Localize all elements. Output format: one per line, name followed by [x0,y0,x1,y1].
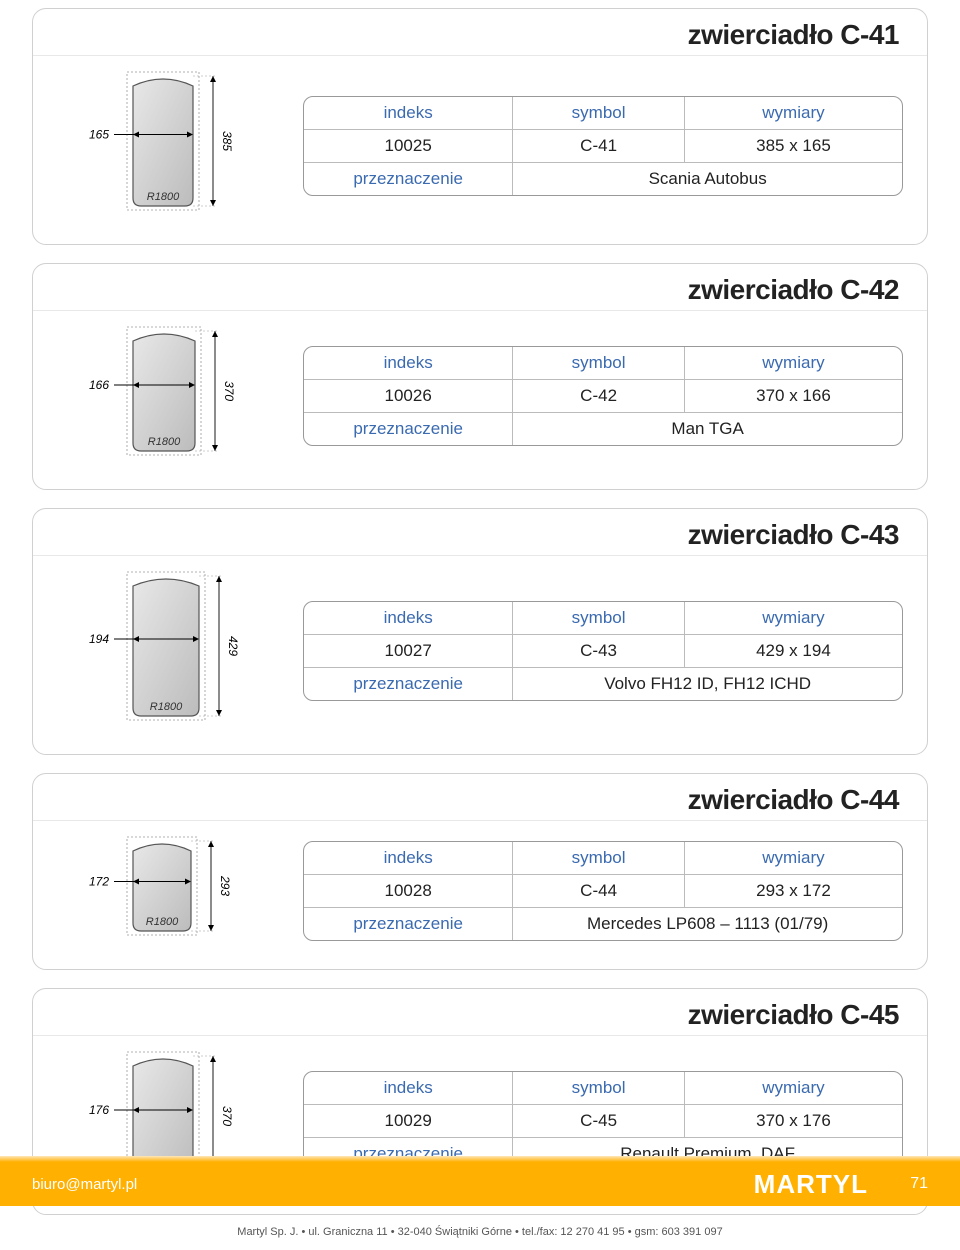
col-symbol: symbol [513,602,685,635]
cell-wymiary: 293 x 172 [685,875,902,908]
col-indeks: indeks [304,347,513,380]
diagram-column: 172 293 R1800 [33,831,303,951]
card-title: zwierciadło C-42 [33,264,927,311]
purpose-label: przeznaczenie [304,413,513,445]
table-data-row: 10027 C-43 429 x 194 [304,635,902,668]
cell-wymiary: 385 x 165 [685,130,902,163]
table-purpose-row: przeznaczenie Scania Autobus [304,163,902,195]
footer-address: Martyl Sp. J. • ul. Graniczna 11 • 32-04… [0,1226,960,1238]
purpose-value: Scania Autobus [513,163,902,195]
spec-table: indeks symbol wymiary 10028 C-44 293 x 1… [303,841,903,941]
table-data-row: 10025 C-41 385 x 165 [304,130,902,163]
cell-symbol: C-45 [513,1105,685,1138]
svg-text:166: 166 [89,378,109,392]
cell-symbol: C-44 [513,875,685,908]
svg-text:370: 370 [220,1106,234,1126]
svg-text:194: 194 [89,632,109,646]
svg-text:429: 429 [226,636,240,656]
diagram-column: 194 429 R1800 [33,566,303,736]
svg-text:R1800: R1800 [148,436,181,448]
col-symbol: symbol [513,347,685,380]
table-purpose-row: przeznaczenie Mercedes LP608 – 1113 (01/… [304,908,902,940]
table-header-row: indeks symbol wymiary [304,1072,902,1105]
cell-indeks: 10027 [304,635,513,668]
product-card: zwierciadło C-41 165 385 R1800 [32,8,928,245]
svg-text:R1800: R1800 [146,916,179,928]
product-card: zwierciadło C-44 172 293 R1800 [32,773,928,970]
cell-symbol: C-42 [513,380,685,413]
table-header-row: indeks symbol wymiary [304,602,902,635]
col-wymiary: wymiary [685,97,902,130]
table-header-row: indeks symbol wymiary [304,347,902,380]
col-wymiary: wymiary [685,1072,902,1105]
svg-text:176: 176 [89,1103,109,1117]
col-symbol: symbol [513,1072,685,1105]
svg-text:R1800: R1800 [147,191,180,203]
card-title: zwierciadło C-43 [33,509,927,556]
col-indeks: indeks [304,97,513,130]
mirror-diagram: 194 429 R1800 [78,566,258,736]
table-purpose-row: przeznaczenie Volvo FH12 ID, FH12 ICHD [304,668,902,700]
svg-text:293: 293 [218,875,232,896]
col-indeks: indeks [304,1072,513,1105]
col-symbol: symbol [513,842,685,875]
cell-wymiary: 429 x 194 [685,635,902,668]
footer-band: biuro@martyl.pl MARTYL 71 [0,1162,960,1206]
purpose-value: Man TGA [513,413,902,445]
diagram-column: 165 385 R1800 [33,66,303,226]
table-data-row: 10028 C-44 293 x 172 [304,875,902,908]
cell-wymiary: 370 x 166 [685,380,902,413]
svg-text:172: 172 [89,875,109,889]
table-column: indeks symbol wymiary 10027 C-43 429 x 1… [303,601,927,701]
purpose-value: Mercedes LP608 – 1113 (01/79) [513,908,902,940]
cell-indeks: 10028 [304,875,513,908]
cell-symbol: C-41 [513,130,685,163]
cell-symbol: C-43 [513,635,685,668]
mirror-diagram: 172 293 R1800 [78,831,258,951]
table-header-row: indeks symbol wymiary [304,97,902,130]
footer-page-number: 71 [868,1175,928,1193]
purpose-label: przeznaczenie [304,163,513,195]
footer-email: biuro@martyl.pl [32,1176,754,1193]
col-wymiary: wymiary [685,602,902,635]
cell-indeks: 10026 [304,380,513,413]
cell-wymiary: 370 x 176 [685,1105,902,1138]
table-column: indeks symbol wymiary 10025 C-41 385 x 1… [303,96,927,196]
card-title: zwierciadło C-41 [33,9,927,56]
cell-indeks: 10025 [304,130,513,163]
svg-text:165: 165 [89,128,109,142]
purpose-label: przeznaczenie [304,908,513,940]
purpose-label: przeznaczenie [304,668,513,700]
product-card: zwierciadło C-43 194 429 R1800 [32,508,928,755]
col-wymiary: wymiary [685,347,902,380]
svg-text:370: 370 [222,381,236,401]
table-data-row: 10029 C-45 370 x 176 [304,1105,902,1138]
mirror-diagram: 165 385 R1800 [78,66,258,226]
svg-text:R1800: R1800 [150,701,183,713]
table-header-row: indeks symbol wymiary [304,842,902,875]
spec-table: indeks symbol wymiary 10027 C-43 429 x 1… [303,601,903,701]
table-column: indeks symbol wymiary 10026 C-42 370 x 1… [303,346,927,446]
cell-indeks: 10029 [304,1105,513,1138]
spec-table: indeks symbol wymiary 10026 C-42 370 x 1… [303,346,903,446]
diagram-column: 166 370 R1800 [33,321,303,471]
product-card: zwierciadło C-42 166 370 R1800 [32,263,928,490]
table-purpose-row: przeznaczenie Man TGA [304,413,902,445]
card-title: zwierciadło C-44 [33,774,927,821]
card-title: zwierciadło C-45 [33,989,927,1036]
purpose-value: Volvo FH12 ID, FH12 ICHD [513,668,902,700]
mirror-diagram: 166 370 R1800 [78,321,258,471]
svg-text:385: 385 [220,131,234,151]
footer-brand: MARTYL [754,1169,868,1200]
spec-table: indeks symbol wymiary 10025 C-41 385 x 1… [303,96,903,196]
col-indeks: indeks [304,842,513,875]
table-data-row: 10026 C-42 370 x 166 [304,380,902,413]
table-column: indeks symbol wymiary 10028 C-44 293 x 1… [303,841,927,941]
col-wymiary: wymiary [685,842,902,875]
col-symbol: symbol [513,97,685,130]
col-indeks: indeks [304,602,513,635]
